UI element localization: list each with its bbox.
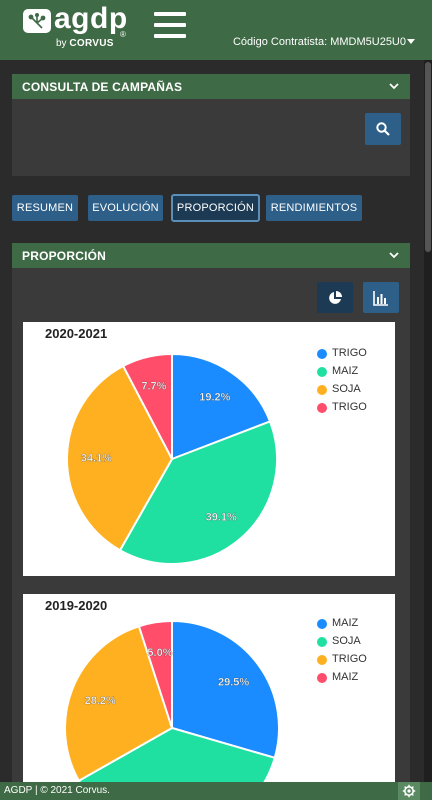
pie-slice-maiz[interactable] <box>171 619 280 760</box>
pie-slice-trigo[interactable] <box>121 352 173 460</box>
caret-down-icon[interactable] <box>407 39 415 44</box>
bar-view-button[interactable] <box>363 282 399 313</box>
hamburger-menu-icon[interactable] <box>154 12 186 42</box>
logo-sub-brand: CORVUS <box>69 38 114 49</box>
consulta-panel-header[interactable]: CONSULTA DE CAMPAÑAS <box>12 74 410 99</box>
consulta-panel-title: CONSULTA DE CAMPAÑAS <box>22 80 183 94</box>
pie-slice-trigo[interactable] <box>64 624 174 782</box>
legend-label: TRIGO <box>332 653 367 665</box>
pie-data-label: 29.5% <box>218 677 249 689</box>
logo-subtitle: by CORVUS <box>56 38 114 49</box>
chevron-down-icon[interactable] <box>388 249 400 261</box>
legend-swatch <box>317 349 327 359</box>
chart-title: 2019-2020 <box>45 598 108 613</box>
pie-chart-card-2020-2021: 2020-2021 19.2% 39.1% 34.1% 7.7% TRIGO MAIZ S… <box>23 322 395 576</box>
tab-proporcion[interactable]: PROPORCIÓN <box>171 194 260 222</box>
pie-chart: 19.2% 39.1% 34.1% 7.7% <box>66 352 278 565</box>
pie-data-label: 19.2% <box>199 392 230 404</box>
proporcion-panel-header[interactable]: PROPORCIÓN <box>12 243 410 268</box>
legend-label: TRIGO <box>332 347 367 359</box>
legend-swatch <box>317 403 327 413</box>
logo-sub-prefix: by <box>56 38 67 49</box>
pie-data-label: 5.0% <box>147 647 172 659</box>
pie-data-label: 7.7% <box>141 381 166 393</box>
pie-view-button[interactable] <box>317 282 353 313</box>
search-icon <box>376 122 390 136</box>
pie-data-label: 28.2% <box>85 695 116 707</box>
top-navbar: agdp ® by CORVUS Código Contratista: MMD… <box>0 0 432 60</box>
legend-swatch <box>317 655 327 665</box>
pie-slice-trigo[interactable] <box>171 352 272 461</box>
logo-wordmark: agdp <box>54 2 128 35</box>
pie-slice-maiz[interactable] <box>137 619 173 729</box>
tab-evolucion[interactable]: EVOLUCIÓN <box>88 195 163 221</box>
pie-chart: 29.5% 28.2% 5.0% <box>64 619 280 782</box>
pie-slice-maiz[interactable] <box>118 420 278 565</box>
consulta-panel-body <box>12 99 410 176</box>
pie-slice-soja[interactable] <box>77 726 276 782</box>
legend-label: MAIZ <box>332 617 359 629</box>
chevron-down-icon[interactable] <box>388 80 400 92</box>
legend-label: MAIZ <box>332 365 359 377</box>
scrollbar-thumb[interactable] <box>425 62 431 252</box>
search-button[interactable] <box>365 113 401 145</box>
legend-label: SOJA <box>332 383 361 395</box>
legend-swatch <box>317 619 327 629</box>
pie-chart-icon <box>329 291 342 304</box>
pie-data-label: 34.1% <box>81 453 112 465</box>
tab-rendimientos[interactable]: RENDIMIENTOS <box>266 195 362 221</box>
chart-title: 2020-2021 <box>45 326 108 341</box>
circuit-logo-icon <box>23 9 51 33</box>
logo-registered-mark: ® <box>120 30 126 39</box>
legend-label: MAIZ <box>332 671 359 683</box>
tab-resumen[interactable]: RESUMEN <box>12 195 78 221</box>
contract-dropdown[interactable]: Código Contratista: MMDM5U25U0 <box>232 36 406 48</box>
legend-swatch <box>317 673 327 683</box>
gear-icon[interactable] <box>402 784 416 798</box>
pie-slice-soja[interactable] <box>66 364 174 552</box>
pie-chart-card-2019-2020: 2019-2020 29.5% 28.2% 5.0% MAIZ SOJA TRIGO MA… <box>23 594 395 782</box>
legend-label: TRIGO <box>332 401 367 413</box>
page-footer: AGDP | © 2021 Corvus. <box>0 782 432 800</box>
pie-data-label: 39.1% <box>206 511 237 523</box>
proporcion-panel-title: PROPORCIÓN <box>22 249 107 263</box>
app-logo[interactable]: agdp ® by CORVUS <box>20 2 132 52</box>
legend-swatch <box>317 367 327 377</box>
page-scrollbar[interactable] <box>424 60 432 784</box>
legend-label: SOJA <box>332 635 361 647</box>
legend-swatch <box>317 385 327 395</box>
footer-text: AGDP | © 2021 Corvus. <box>4 785 110 796</box>
legend-swatch <box>317 637 327 647</box>
bar-chart-icon <box>373 291 388 306</box>
